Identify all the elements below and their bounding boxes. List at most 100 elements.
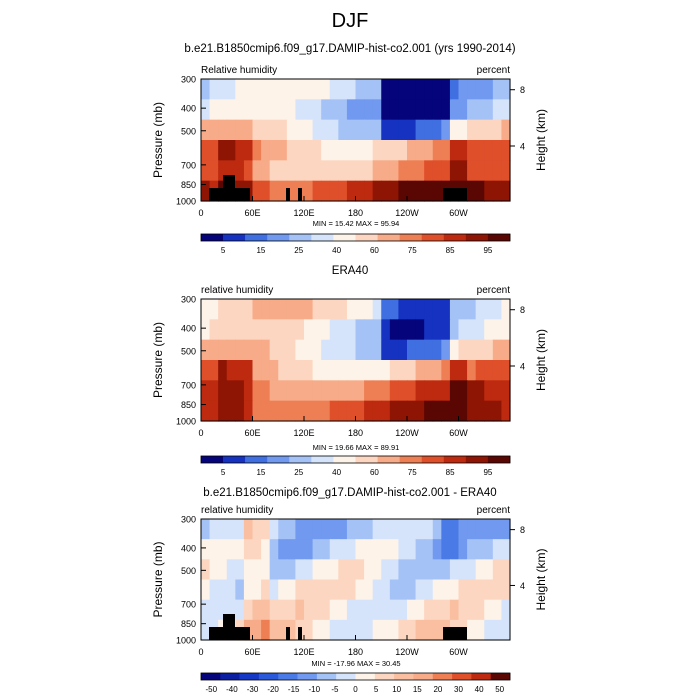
contour-cell — [415, 559, 425, 581]
contour-cell — [286, 319, 297, 341]
y-tick-label: 1000 — [176, 636, 196, 646]
topography-mask — [209, 614, 467, 640]
contour-cell — [432, 319, 442, 341]
contour-cell — [346, 180, 357, 202]
contour-cell — [398, 599, 408, 621]
contour-cell — [243, 599, 254, 621]
contour-cell — [407, 599, 417, 621]
colorbar-label: -20 — [267, 685, 279, 694]
contour-cell — [201, 559, 211, 581]
colorbar: -50 -40 -30 -20 -15 -10 -5 0 5 10 15 20 30 40 50 — [200, 672, 511, 694]
contour-cell — [295, 140, 305, 161]
x-tick-label: 60E — [244, 428, 260, 438]
contour-cell — [475, 539, 485, 560]
contour-cell — [501, 319, 511, 341]
colorbar-swatch — [223, 234, 246, 241]
colorbar-label: 30 — [454, 685, 463, 694]
x-tick-label: 180 — [348, 647, 363, 657]
contour-cell — [321, 380, 331, 402]
contour-cell — [269, 559, 279, 581]
contour-cell — [475, 99, 485, 121]
panel-variable-label: relative humidity — [201, 505, 273, 516]
contour-cell — [278, 79, 288, 100]
y-tick-label: 700 — [181, 380, 196, 390]
contour-cell — [346, 519, 357, 540]
contour-cell — [432, 119, 442, 141]
contour-cell — [449, 519, 460, 540]
contour-cell — [407, 519, 417, 540]
contour-cell — [346, 619, 357, 641]
contour-cell — [432, 360, 442, 381]
contour-cell — [235, 599, 245, 621]
contour-cell — [492, 579, 503, 601]
contour-cell — [492, 99, 503, 121]
contour-cell — [424, 400, 434, 422]
contour-cell — [252, 119, 262, 141]
contour-cell — [364, 99, 374, 121]
contour-cell — [201, 299, 211, 320]
contour-cell — [415, 299, 425, 320]
contour-cell — [449, 140, 460, 161]
contour-cell — [218, 319, 228, 341]
contour-cell — [424, 99, 434, 121]
colorbar-label: 25 — [294, 246, 303, 255]
contour-cell — [398, 559, 408, 581]
contour-cell — [304, 539, 314, 560]
contour-cell — [355, 299, 365, 320]
y-axis-label: Pressure (mb) — [151, 541, 165, 617]
y2-tick-label: 8 — [520, 85, 525, 95]
colorbar-label: -50 — [206, 685, 218, 694]
y-axis-label: Pressure (mb) — [151, 102, 165, 178]
contour-cell — [218, 99, 228, 121]
contour-cell — [286, 380, 297, 402]
contour-cell — [329, 519, 339, 540]
colorbar-label: 5 — [374, 685, 379, 694]
contour-cell — [372, 619, 382, 641]
contour-cell — [424, 519, 434, 540]
y-tick-label: 1000 — [176, 197, 196, 207]
contour-cell — [432, 99, 442, 121]
contour-cell — [458, 380, 468, 402]
contour-cell — [372, 360, 382, 381]
contour-cell — [338, 79, 348, 100]
y2-tick-label: 4 — [520, 142, 525, 152]
contour-cell — [269, 539, 279, 560]
contour-cell — [338, 619, 348, 641]
colorbar-label: -5 — [331, 685, 339, 694]
contour-cell — [338, 579, 348, 601]
contour-cell — [295, 380, 305, 402]
contour-cell — [501, 99, 511, 121]
contour-cell — [286, 360, 297, 381]
y-tick-label: 500 — [181, 566, 196, 576]
contour-cell — [449, 559, 460, 581]
contour-cell — [381, 119, 391, 141]
contour-cell — [467, 599, 477, 621]
contour-cell — [278, 519, 288, 540]
contour-cell — [407, 339, 417, 361]
contour-cell — [407, 539, 417, 560]
contour-cell — [312, 140, 322, 161]
contour-cell — [261, 519, 271, 540]
contour-cell — [492, 539, 503, 560]
contour-cell — [501, 339, 511, 361]
contour-cell — [321, 539, 331, 560]
contour-cell — [458, 99, 468, 121]
contour-cell — [355, 400, 365, 422]
contour-cell — [492, 599, 503, 621]
contour-cell — [338, 99, 348, 121]
contour-cell — [235, 539, 245, 560]
contour-cell — [295, 599, 305, 621]
contour-cell — [201, 79, 211, 100]
contour-cell — [278, 559, 288, 581]
contour-cell — [201, 160, 211, 182]
contour-cell — [484, 559, 494, 581]
contour-cell — [467, 380, 477, 402]
colorbar-label: 60 — [370, 468, 379, 477]
contour-cell — [295, 579, 305, 601]
contour-cell — [467, 519, 477, 540]
contour-cell — [226, 79, 236, 100]
contour-cell — [372, 319, 382, 341]
colorbar-swatch — [443, 234, 467, 241]
contour-cell — [432, 339, 442, 361]
contour-cell — [467, 559, 477, 581]
